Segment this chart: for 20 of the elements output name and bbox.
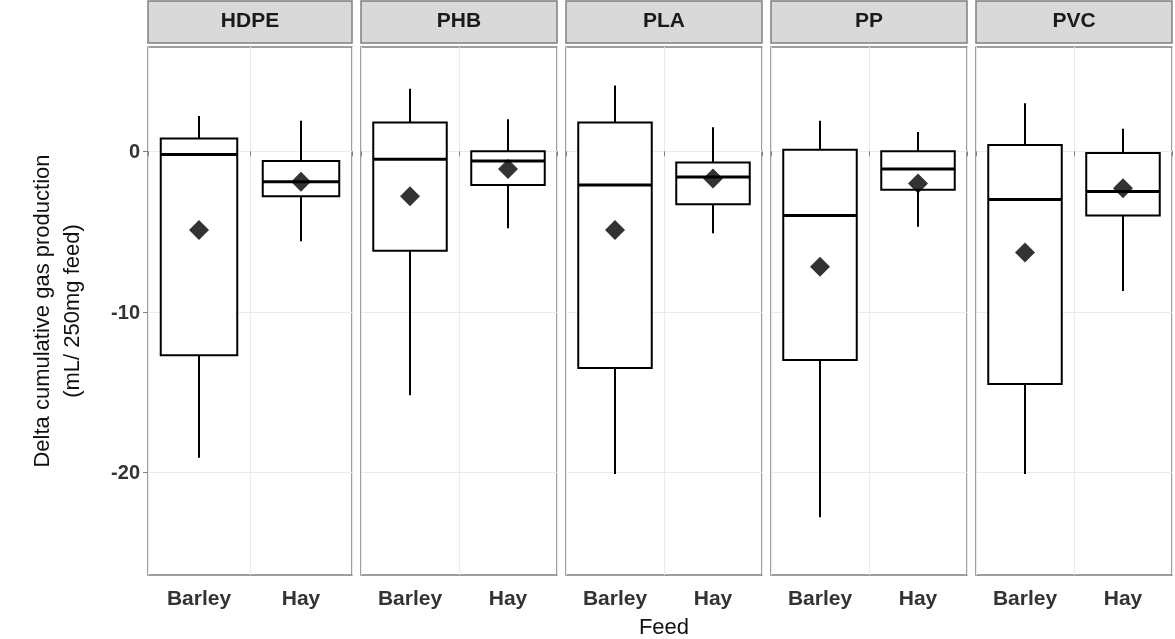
y-tick-label: -20 [111, 461, 140, 484]
x-tick-label: Hay [1103, 586, 1143, 609]
x-tick-label: Barley [166, 586, 232, 609]
x-tick-label: Barley [787, 586, 853, 609]
y-tick-label: -10 [111, 300, 140, 323]
y-tick-label: 0 [128, 140, 140, 163]
x-tick-label: Hay [281, 586, 321, 609]
x-tick-label: Barley [377, 586, 443, 609]
chart-title: HDPE [220, 8, 280, 31]
x-tick-label: Hay [898, 586, 938, 609]
x-tick-label: Barley [582, 586, 648, 609]
chart-title: PLA [643, 8, 685, 31]
x-tick-label: Barley [992, 586, 1058, 609]
y-axis-title: Delta cumulative gas production (mL/ 250mg feed) [28, 154, 84, 468]
x-tick-label: Hay [488, 586, 528, 609]
x-axis-title: Feed [638, 613, 690, 639]
chart-title: PVC [1052, 8, 1096, 31]
chart-title: PP [854, 8, 884, 31]
x-tick-label: Hay [693, 586, 733, 609]
chart-title: PHB [436, 8, 482, 31]
